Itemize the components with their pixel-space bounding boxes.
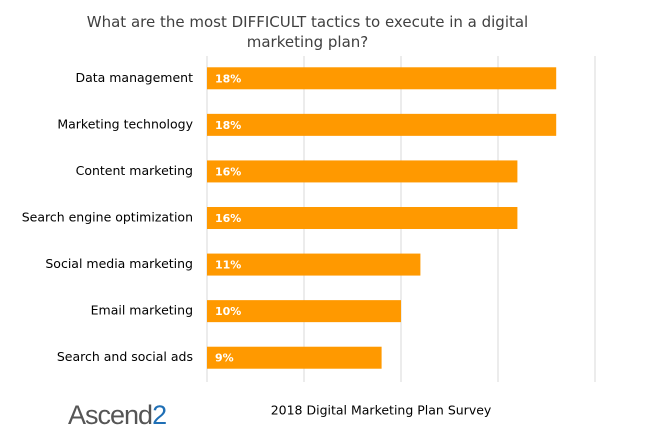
value-label: 18% xyxy=(215,72,241,85)
value-label: 9% xyxy=(215,352,234,365)
y-tick-label: Search and social ads xyxy=(57,349,193,364)
bar xyxy=(207,207,518,229)
value-label: 16% xyxy=(215,212,241,225)
value-label: 16% xyxy=(215,165,241,178)
value-label: 18% xyxy=(215,119,241,132)
logo: Ascend2 xyxy=(68,400,166,430)
y-tick-label: Data management xyxy=(75,70,193,85)
value-label: 10% xyxy=(215,305,241,318)
y-tick-label: Search engine optimization xyxy=(22,210,193,225)
source: 2018 Digital Marketing Plan Survey xyxy=(271,403,492,418)
value-label: 11% xyxy=(215,259,241,272)
y-tick-label: Social media marketing xyxy=(45,256,193,271)
bar xyxy=(207,300,401,323)
bar xyxy=(207,253,421,276)
logo-number: 2 xyxy=(152,400,166,430)
y-tick-label: Marketing technology xyxy=(57,116,193,131)
y-tick-label: Content marketing xyxy=(76,163,193,178)
bar xyxy=(207,67,557,90)
logo-text: Ascend xyxy=(68,400,152,430)
chart-title: What are the most DIFFICULT tactics to e… xyxy=(86,13,529,51)
bar xyxy=(207,346,382,369)
y-tick-label: Email marketing xyxy=(91,303,193,318)
bar xyxy=(207,113,557,136)
bar xyxy=(207,160,518,183)
